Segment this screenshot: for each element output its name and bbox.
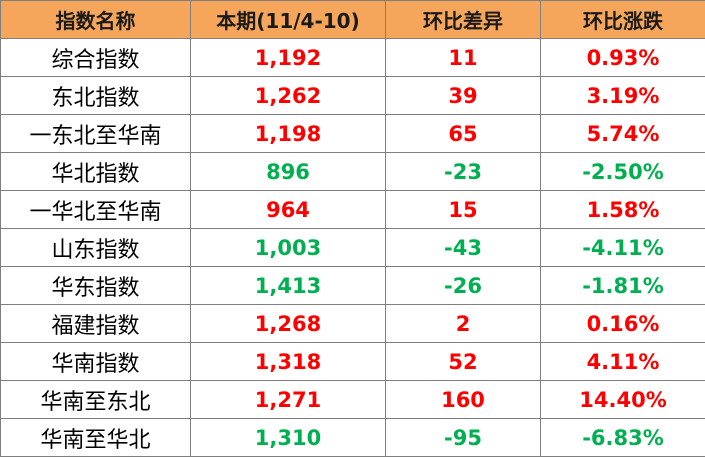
table-row: 华南至华北 1,310 -95 -6.83% bbox=[0, 418, 705, 457]
value-cell: 1,271 bbox=[190, 380, 386, 419]
value-cell: 3.19% bbox=[540, 76, 705, 115]
value-cell: -23 bbox=[385, 152, 541, 191]
table-row: 一东北至华南 1,198 65 5.74% bbox=[0, 114, 705, 153]
value-cell: 1.58% bbox=[540, 190, 705, 229]
value-cell: 14.40% bbox=[540, 380, 705, 419]
value-cell: -26 bbox=[385, 266, 541, 305]
value-cell: 1,192 bbox=[190, 38, 386, 77]
index-name: 综合指数 bbox=[0, 38, 191, 77]
value-cell: 5.74% bbox=[540, 114, 705, 153]
table-row: 华南至东北 1,271 160 14.40% bbox=[0, 380, 705, 419]
header-cell: 环比涨跌 bbox=[540, 0, 705, 39]
index-name: 一东北至华南 bbox=[0, 114, 191, 153]
value-cell: -1.81% bbox=[540, 266, 705, 305]
index-name: 福建指数 bbox=[0, 304, 191, 343]
value-cell: 39 bbox=[385, 76, 541, 115]
value-cell: 1,003 bbox=[190, 228, 386, 267]
table-header: 指数名称 本期(11/4-10) 环比差异 环比涨跌 bbox=[0, 0, 705, 39]
table-row: 华东指数 1,413 -26 -1.81% bbox=[0, 266, 705, 305]
table-body: 综合指数 1,192 11 0.93% 东北指数 1,262 39 3.19% 一东北至华南 1,… bbox=[0, 38, 705, 457]
value-cell: 1,413 bbox=[190, 266, 386, 305]
table-row: 综合指数 1,192 11 0.93% bbox=[0, 38, 705, 77]
value-cell: -95 bbox=[385, 418, 541, 457]
index-name: 华东指数 bbox=[0, 266, 191, 305]
index-name: 华南至东北 bbox=[0, 380, 191, 419]
value-cell: 0.16% bbox=[540, 304, 705, 343]
index-name: 东北指数 bbox=[0, 76, 191, 115]
value-cell: 1,268 bbox=[190, 304, 386, 343]
value-cell: 1,198 bbox=[190, 114, 386, 153]
value-cell: 1,310 bbox=[190, 418, 386, 457]
index-name: 华北指数 bbox=[0, 152, 191, 191]
value-cell: 2 bbox=[385, 304, 541, 343]
value-cell: 1,318 bbox=[190, 342, 386, 381]
value-cell: 964 bbox=[190, 190, 386, 229]
header-cell: 本期(11/4-10) bbox=[190, 0, 386, 39]
table-row: 华北指数 896 -23 -2.50% bbox=[0, 152, 705, 191]
table-row: 东北指数 1,262 39 3.19% bbox=[0, 76, 705, 115]
value-cell: 65 bbox=[385, 114, 541, 153]
value-cell: 1,262 bbox=[190, 76, 386, 115]
header-cell: 指数名称 bbox=[0, 0, 191, 39]
table-row: 华南指数 1,318 52 4.11% bbox=[0, 342, 705, 381]
value-cell: 15 bbox=[385, 190, 541, 229]
header-cell: 环比差异 bbox=[385, 0, 541, 39]
value-cell: -4.11% bbox=[540, 228, 705, 267]
value-cell: -6.83% bbox=[540, 418, 705, 457]
index-name: 一华北至华南 bbox=[0, 190, 191, 229]
value-cell: 896 bbox=[190, 152, 386, 191]
index-name: 华南至华北 bbox=[0, 418, 191, 457]
table-row: 福建指数 1,268 2 0.16% bbox=[0, 304, 705, 343]
table-row: 一华北至华南 964 15 1.58% bbox=[0, 190, 705, 229]
value-cell: 52 bbox=[385, 342, 541, 381]
table-row: 山东指数 1,003 -43 -4.11% bbox=[0, 228, 705, 267]
value-cell: -43 bbox=[385, 228, 541, 267]
header-row: 指数名称 本期(11/4-10) 环比差异 环比涨跌 bbox=[0, 0, 705, 39]
value-cell: -2.50% bbox=[540, 152, 705, 191]
value-cell: 4.11% bbox=[540, 342, 705, 381]
value-cell: 11 bbox=[385, 38, 541, 77]
index-name: 山东指数 bbox=[0, 228, 191, 267]
value-cell: 160 bbox=[385, 380, 541, 419]
index-name: 华南指数 bbox=[0, 342, 191, 381]
value-cell: 0.93% bbox=[540, 38, 705, 77]
